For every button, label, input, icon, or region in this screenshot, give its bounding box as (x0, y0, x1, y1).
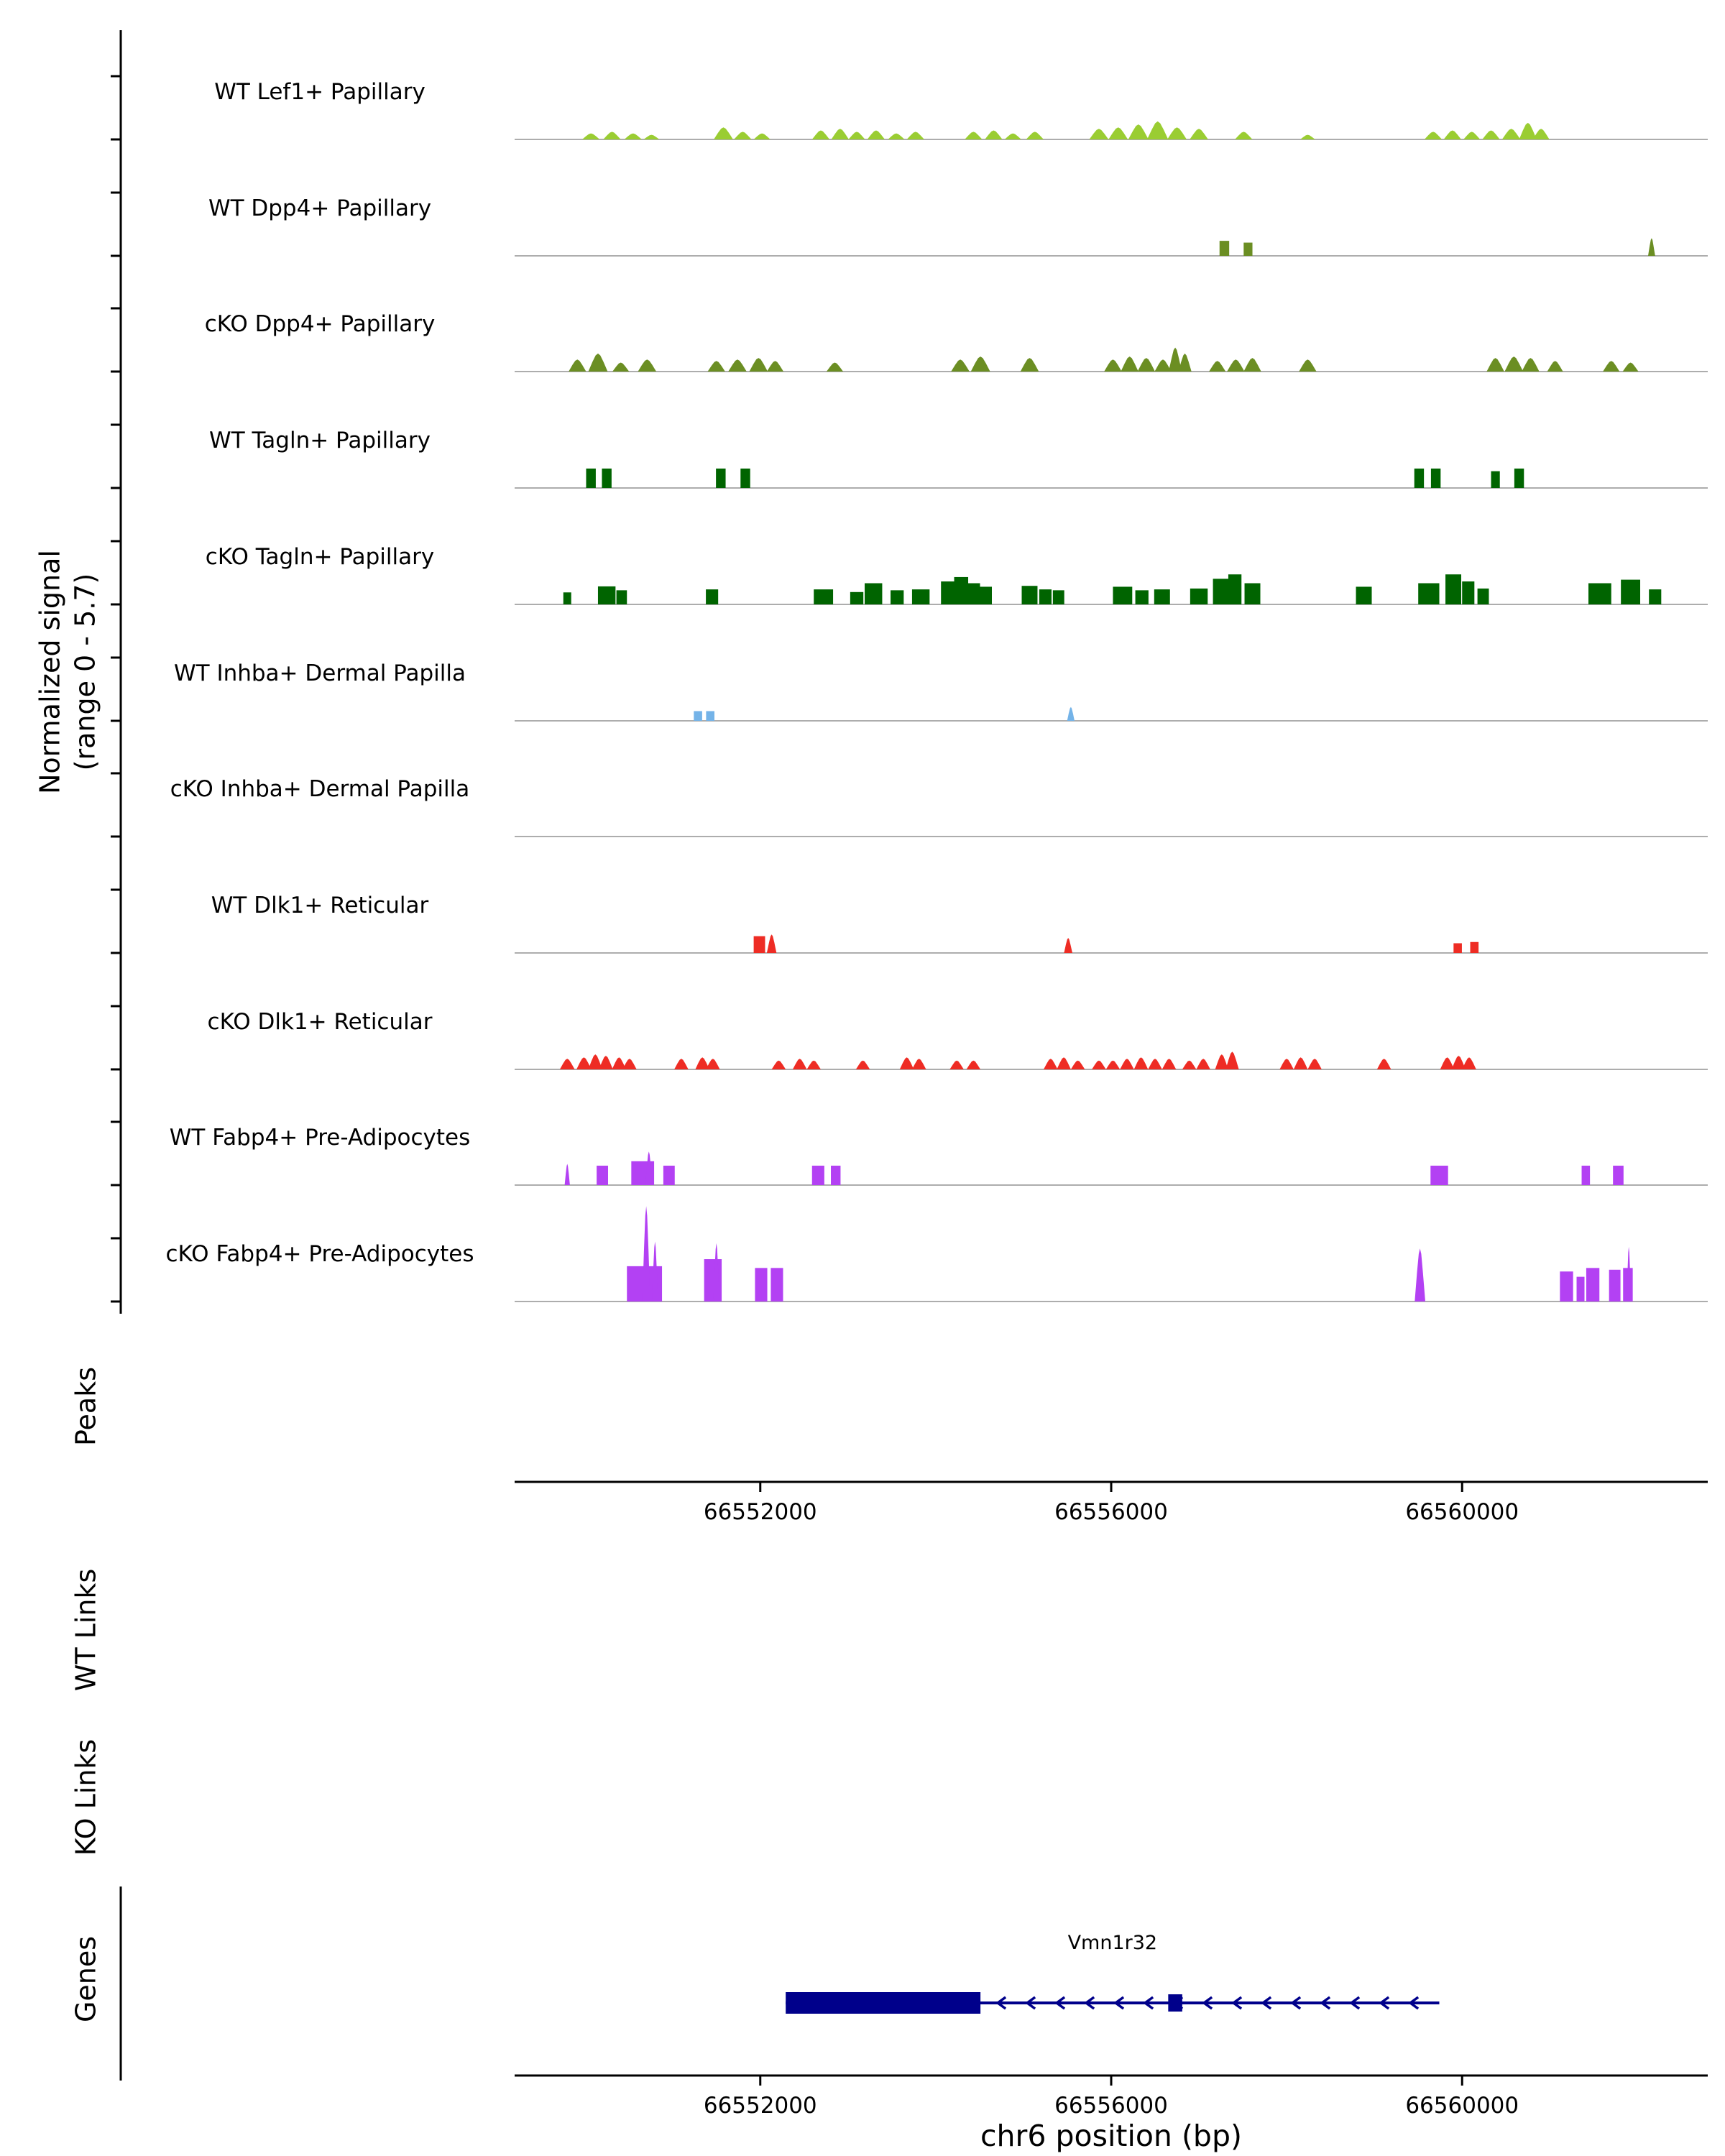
strand-arrow-icon (1084, 1996, 1095, 2010)
x-tick-label: 66560000 (1405, 1499, 1519, 1525)
strand-arrow-icon (1379, 1996, 1390, 2010)
coverage-track (515, 347, 1708, 372)
track-label: WT Dpp4+ Papillary (208, 195, 432, 221)
x-tick-label: 66556000 (1054, 2093, 1168, 2119)
track-label: WT Dlk1+ Reticular (211, 893, 429, 918)
strand-arrow-icon (1231, 1996, 1243, 2010)
coverage-track (515, 934, 1708, 954)
track-label: cKO Fabp4+ Pre-Adipocytes (165, 1241, 474, 1267)
strand-arrow-icon (1408, 1996, 1420, 2010)
strand-arrow-icon (995, 1996, 1007, 2010)
coverage-track (515, 121, 1708, 140)
strand-arrow-icon (1261, 1996, 1272, 2010)
coverage-track (515, 1151, 1708, 1186)
strand-arrow-icon (1349, 1996, 1361, 2010)
track-label: cKO Inhba+ Dermal Papilla (170, 776, 470, 802)
track-label: cKO Dlk1+ Reticular (207, 1009, 433, 1035)
tracks-left-axis (111, 30, 122, 1314)
strand-arrow-icon (1054, 1996, 1066, 2010)
genome-axis-top: 66552000 66556000 66560000 (515, 1480, 1708, 1525)
gene-exon (786, 1992, 981, 2014)
coverage-track (515, 574, 1708, 605)
coverage-track (515, 468, 1708, 489)
track-label: cKO Tagln+ Papillary (205, 544, 435, 570)
track-label: WT Fabp4+ Pre-Adipocytes (169, 1125, 471, 1151)
track-label: WT Lef1+ Papillary (214, 79, 426, 105)
x-axis-title: chr6 position (bp) (980, 2119, 1242, 2153)
x-tick-label: 66556000 (1054, 1499, 1168, 1525)
coverage-track (515, 1051, 1708, 1070)
strand-arrow-icon (1113, 1996, 1125, 2010)
strand-arrow-icon (1290, 1996, 1302, 2010)
x-tick-label: 66560000 (1405, 2093, 1519, 2119)
track-label: WT Inhba+ Dermal Papilla (174, 660, 466, 686)
coverage-track (515, 706, 1708, 722)
x-tick-label: 66552000 (704, 2093, 817, 2119)
track-label: WT Tagln+ Papillary (209, 428, 431, 453)
strand-arrow-icon (1202, 1996, 1213, 2010)
strand-arrow-icon (1320, 1996, 1331, 2010)
coverage-track (515, 238, 1708, 257)
genome-axis-bottom: 66552000 66556000 66560000 (515, 2074, 1708, 2119)
strand-arrow-icon (1025, 1996, 1036, 2010)
gene-label: Vmn1r32 (1068, 1932, 1158, 1954)
track-label: cKO Dpp4+ Papillary (204, 311, 436, 337)
strand-arrow-icon (1143, 1996, 1154, 2010)
coverage-track (515, 1206, 1708, 1302)
x-tick-label: 66552000 (704, 1499, 817, 1525)
strand-arrow-icon (1172, 1996, 1184, 2010)
gene-model: Vmn1r32 (786, 1932, 1440, 2014)
